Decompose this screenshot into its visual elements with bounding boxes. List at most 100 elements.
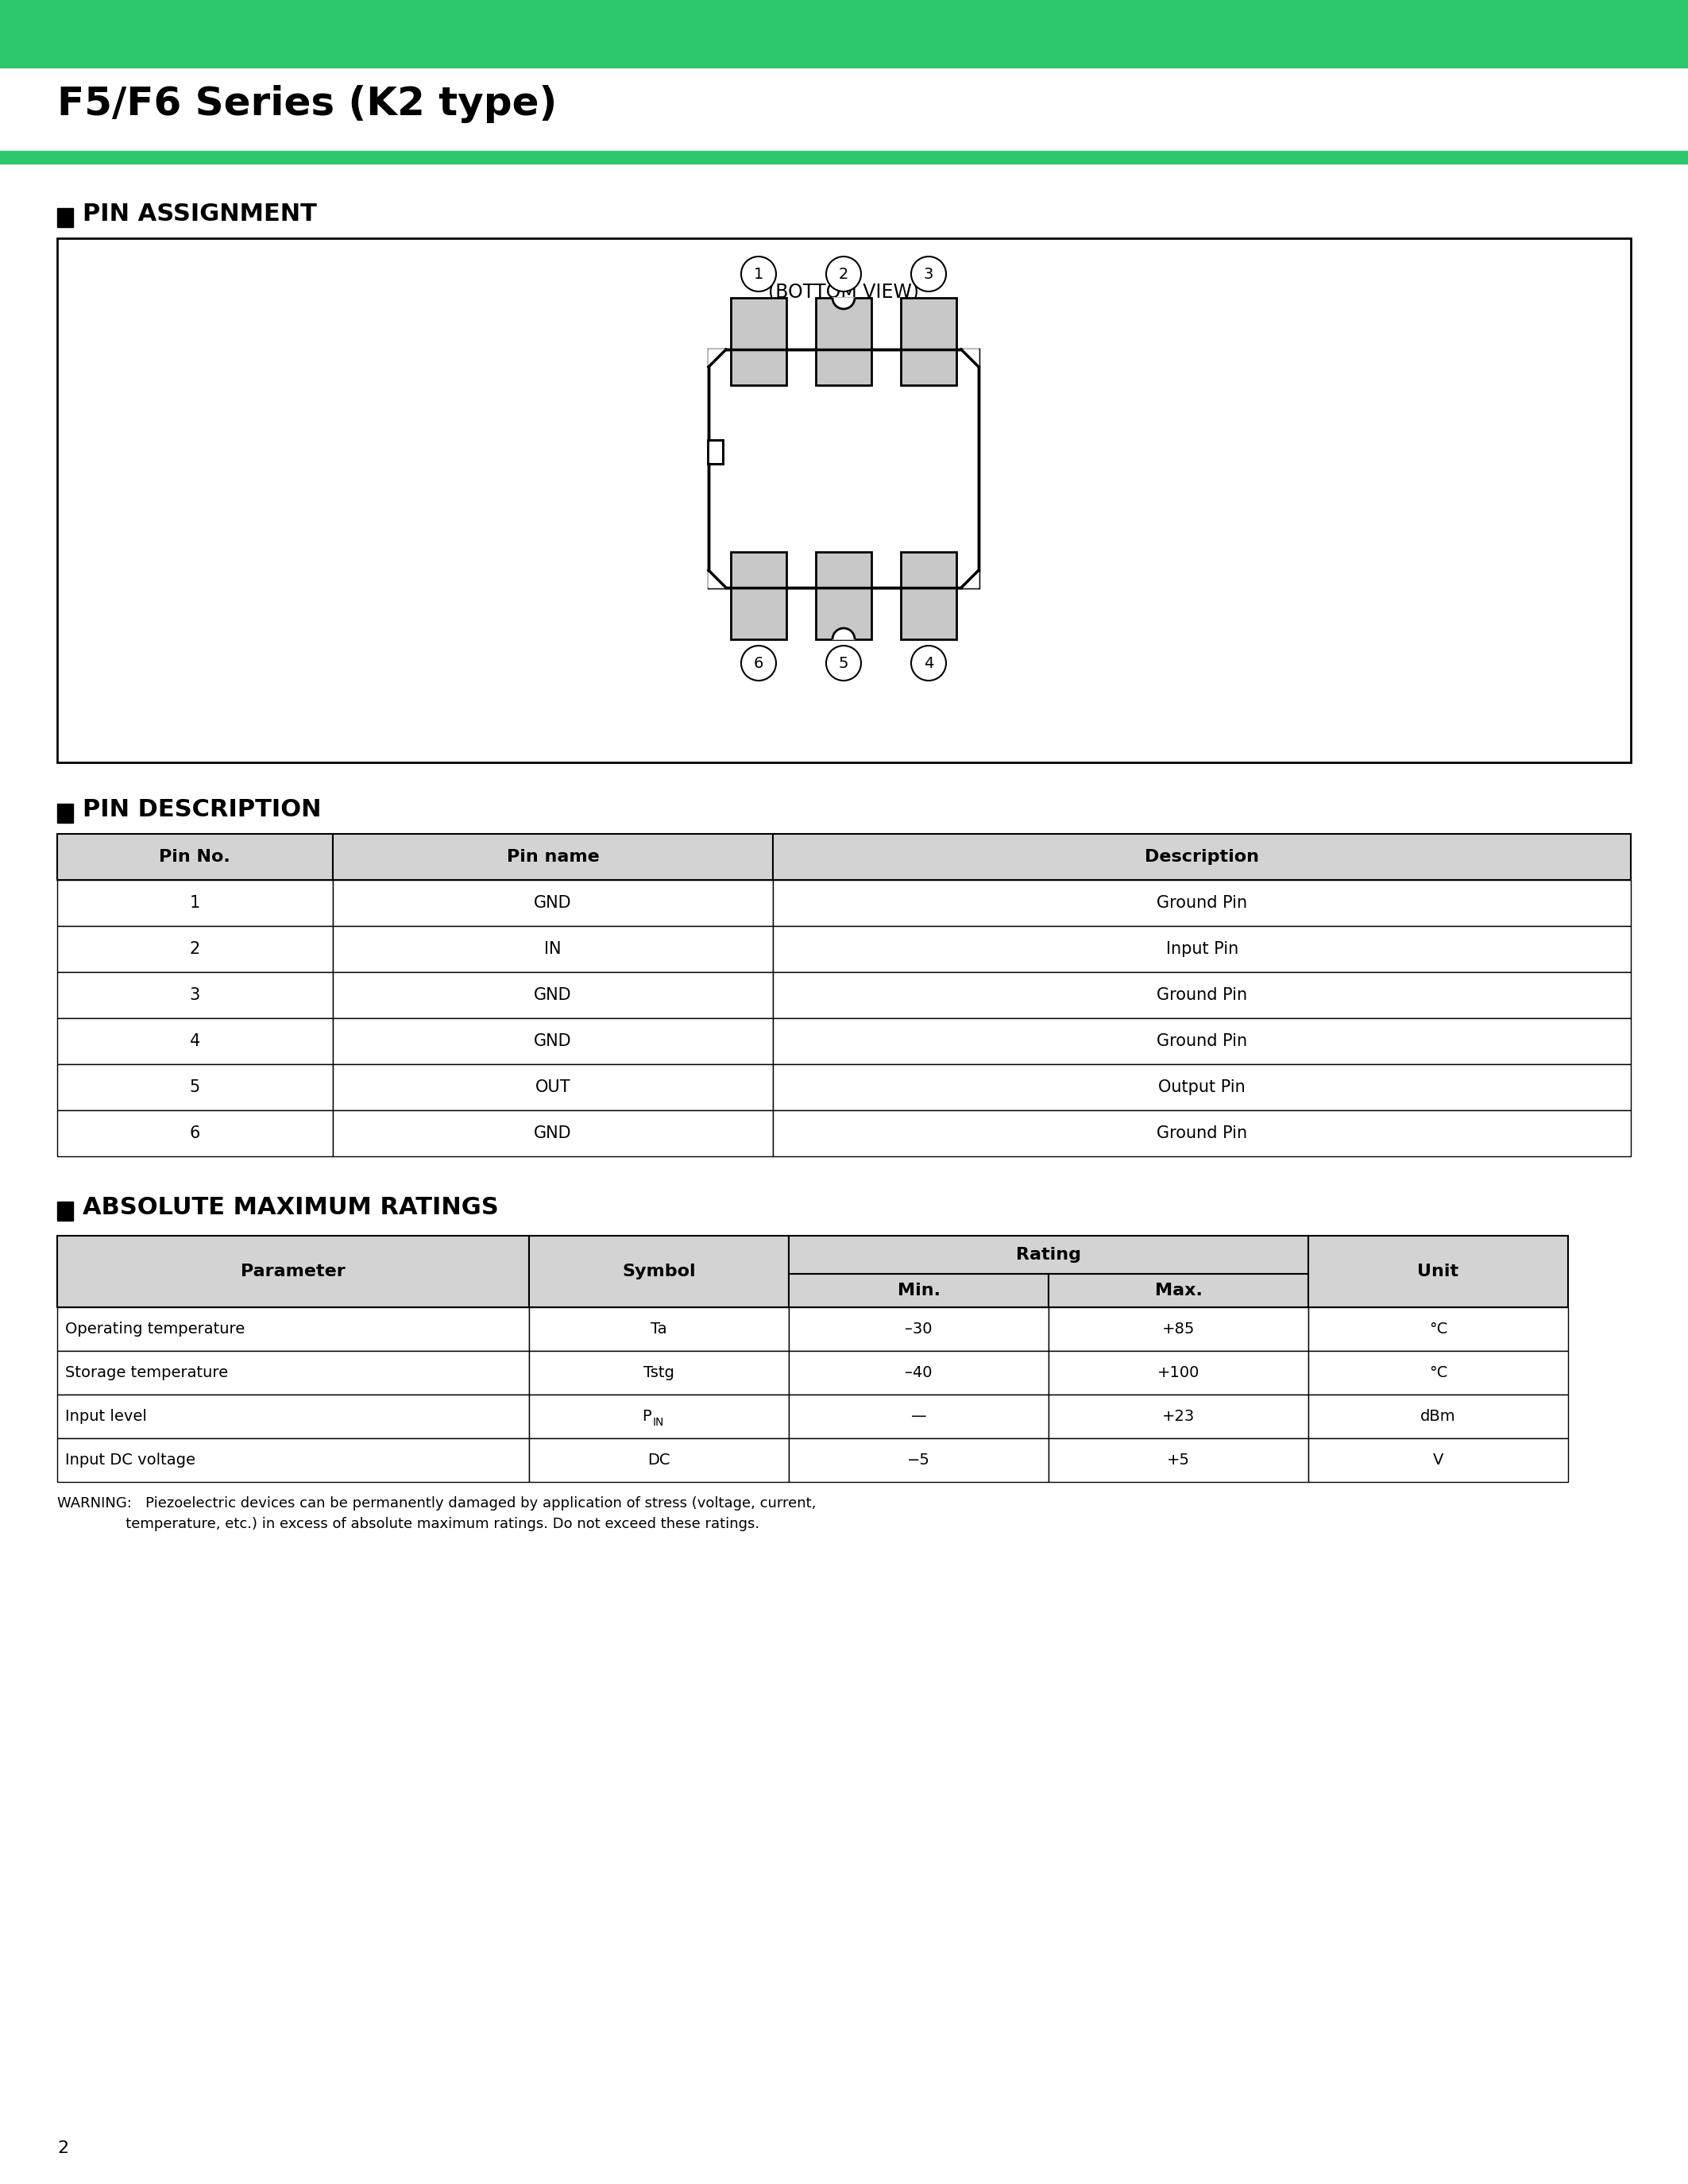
Text: 2: 2 (839, 266, 849, 282)
Bar (1048, 1439, 1308, 1483)
Text: Input level: Input level (66, 1409, 147, 1424)
Bar (57, 238, 1631, 762)
Bar (57, 880, 333, 926)
Bar (788, 1273, 1048, 1308)
Bar (57, 834, 333, 880)
Text: Ground Pin: Ground Pin (1156, 895, 1247, 911)
Bar (333, 1064, 773, 1109)
Bar (530, 1396, 788, 1439)
Bar (0, 0, 1688, 68)
Bar (57, 1308, 530, 1352)
Bar (901, 553, 957, 640)
Bar (333, 880, 773, 926)
Text: Symbol: Symbol (623, 1265, 695, 1280)
Circle shape (912, 256, 945, 290)
Bar (1308, 1352, 1568, 1396)
Text: Ground Pin: Ground Pin (1156, 1033, 1247, 1048)
Text: 1: 1 (753, 266, 763, 282)
Bar (57, 972, 333, 1018)
Text: 2: 2 (57, 2140, 69, 2156)
Polygon shape (832, 629, 854, 640)
Bar (57, 1236, 530, 1308)
Text: Rating: Rating (1016, 1247, 1080, 1262)
Bar (57, 1109, 333, 1155)
Text: Input Pin: Input Pin (1166, 941, 1239, 957)
Text: PIN DESCRIPTION: PIN DESCRIPTION (83, 797, 321, 821)
Bar (773, 1109, 1631, 1155)
Text: 4: 4 (189, 1033, 201, 1048)
Text: 6: 6 (753, 655, 763, 670)
Bar (333, 926, 773, 972)
Polygon shape (960, 570, 979, 587)
Bar (731, 553, 787, 640)
Bar (333, 834, 773, 880)
Text: 4: 4 (923, 655, 933, 670)
Bar (707, 439, 722, 463)
Text: 5: 5 (839, 655, 849, 670)
Text: GND: GND (533, 987, 572, 1002)
Text: Ground Pin: Ground Pin (1156, 987, 1247, 1002)
Bar (773, 926, 1631, 972)
Bar (57, 926, 333, 972)
Text: Tstg: Tstg (643, 1365, 675, 1380)
Polygon shape (709, 570, 726, 587)
Bar (1048, 1396, 1308, 1439)
Text: +85: +85 (1161, 1321, 1195, 1337)
Text: Input DC voltage: Input DC voltage (66, 1452, 196, 1468)
Bar (57, 804, 73, 823)
Text: Storage temperature: Storage temperature (66, 1365, 228, 1380)
Bar (788, 1236, 1308, 1273)
Text: IN: IN (544, 941, 562, 957)
Bar (530, 1439, 788, 1483)
Bar (815, 297, 871, 384)
Bar (57, 1064, 333, 1109)
Bar (773, 972, 1631, 1018)
Polygon shape (709, 349, 726, 367)
Text: Pin name: Pin name (506, 850, 599, 865)
Text: GND: GND (533, 1125, 572, 1142)
Text: DC: DC (648, 1452, 670, 1468)
Bar (1308, 1236, 1568, 1308)
Text: temperature, etc.) in excess of absolute maximum ratings. Do not exceed these ra: temperature, etc.) in excess of absolute… (57, 1518, 760, 1531)
Text: Description: Description (1144, 850, 1259, 865)
Text: 5: 5 (189, 1079, 201, 1094)
Bar (57, 207, 73, 227)
Text: –30: –30 (905, 1321, 932, 1337)
Text: 3: 3 (923, 266, 933, 282)
Text: 2: 2 (189, 941, 201, 957)
Text: 3: 3 (189, 987, 201, 1002)
Bar (0, 151, 1688, 164)
Bar (57, 1439, 530, 1483)
Circle shape (825, 256, 861, 290)
Text: IN: IN (653, 1417, 663, 1428)
Circle shape (825, 646, 861, 681)
Bar (57, 1352, 530, 1396)
Bar (773, 834, 1631, 880)
Bar (773, 880, 1631, 926)
Text: °C: °C (1428, 1365, 1447, 1380)
Text: +23: +23 (1161, 1409, 1195, 1424)
Text: +100: +100 (1158, 1365, 1200, 1380)
Text: OUT: OUT (535, 1079, 571, 1094)
Text: Output Pin: Output Pin (1158, 1079, 1246, 1094)
Polygon shape (832, 297, 854, 308)
Bar (530, 1236, 788, 1308)
Text: 6: 6 (189, 1125, 201, 1142)
Text: P: P (641, 1409, 652, 1424)
Text: –40: –40 (905, 1365, 932, 1380)
Bar (709, 349, 979, 587)
Bar (57, 1201, 73, 1221)
Polygon shape (960, 349, 979, 367)
Bar (788, 1396, 1048, 1439)
Text: —: — (912, 1409, 927, 1424)
Bar (1308, 1439, 1568, 1483)
Bar (773, 1018, 1631, 1064)
Text: Parameter: Parameter (241, 1265, 346, 1280)
Circle shape (741, 646, 776, 681)
Bar (1308, 1396, 1568, 1439)
Text: 1: 1 (189, 895, 201, 911)
Text: +5: +5 (1166, 1452, 1190, 1468)
Bar (57, 1018, 333, 1064)
Text: Min.: Min. (898, 1282, 940, 1299)
Text: GND: GND (533, 1033, 572, 1048)
